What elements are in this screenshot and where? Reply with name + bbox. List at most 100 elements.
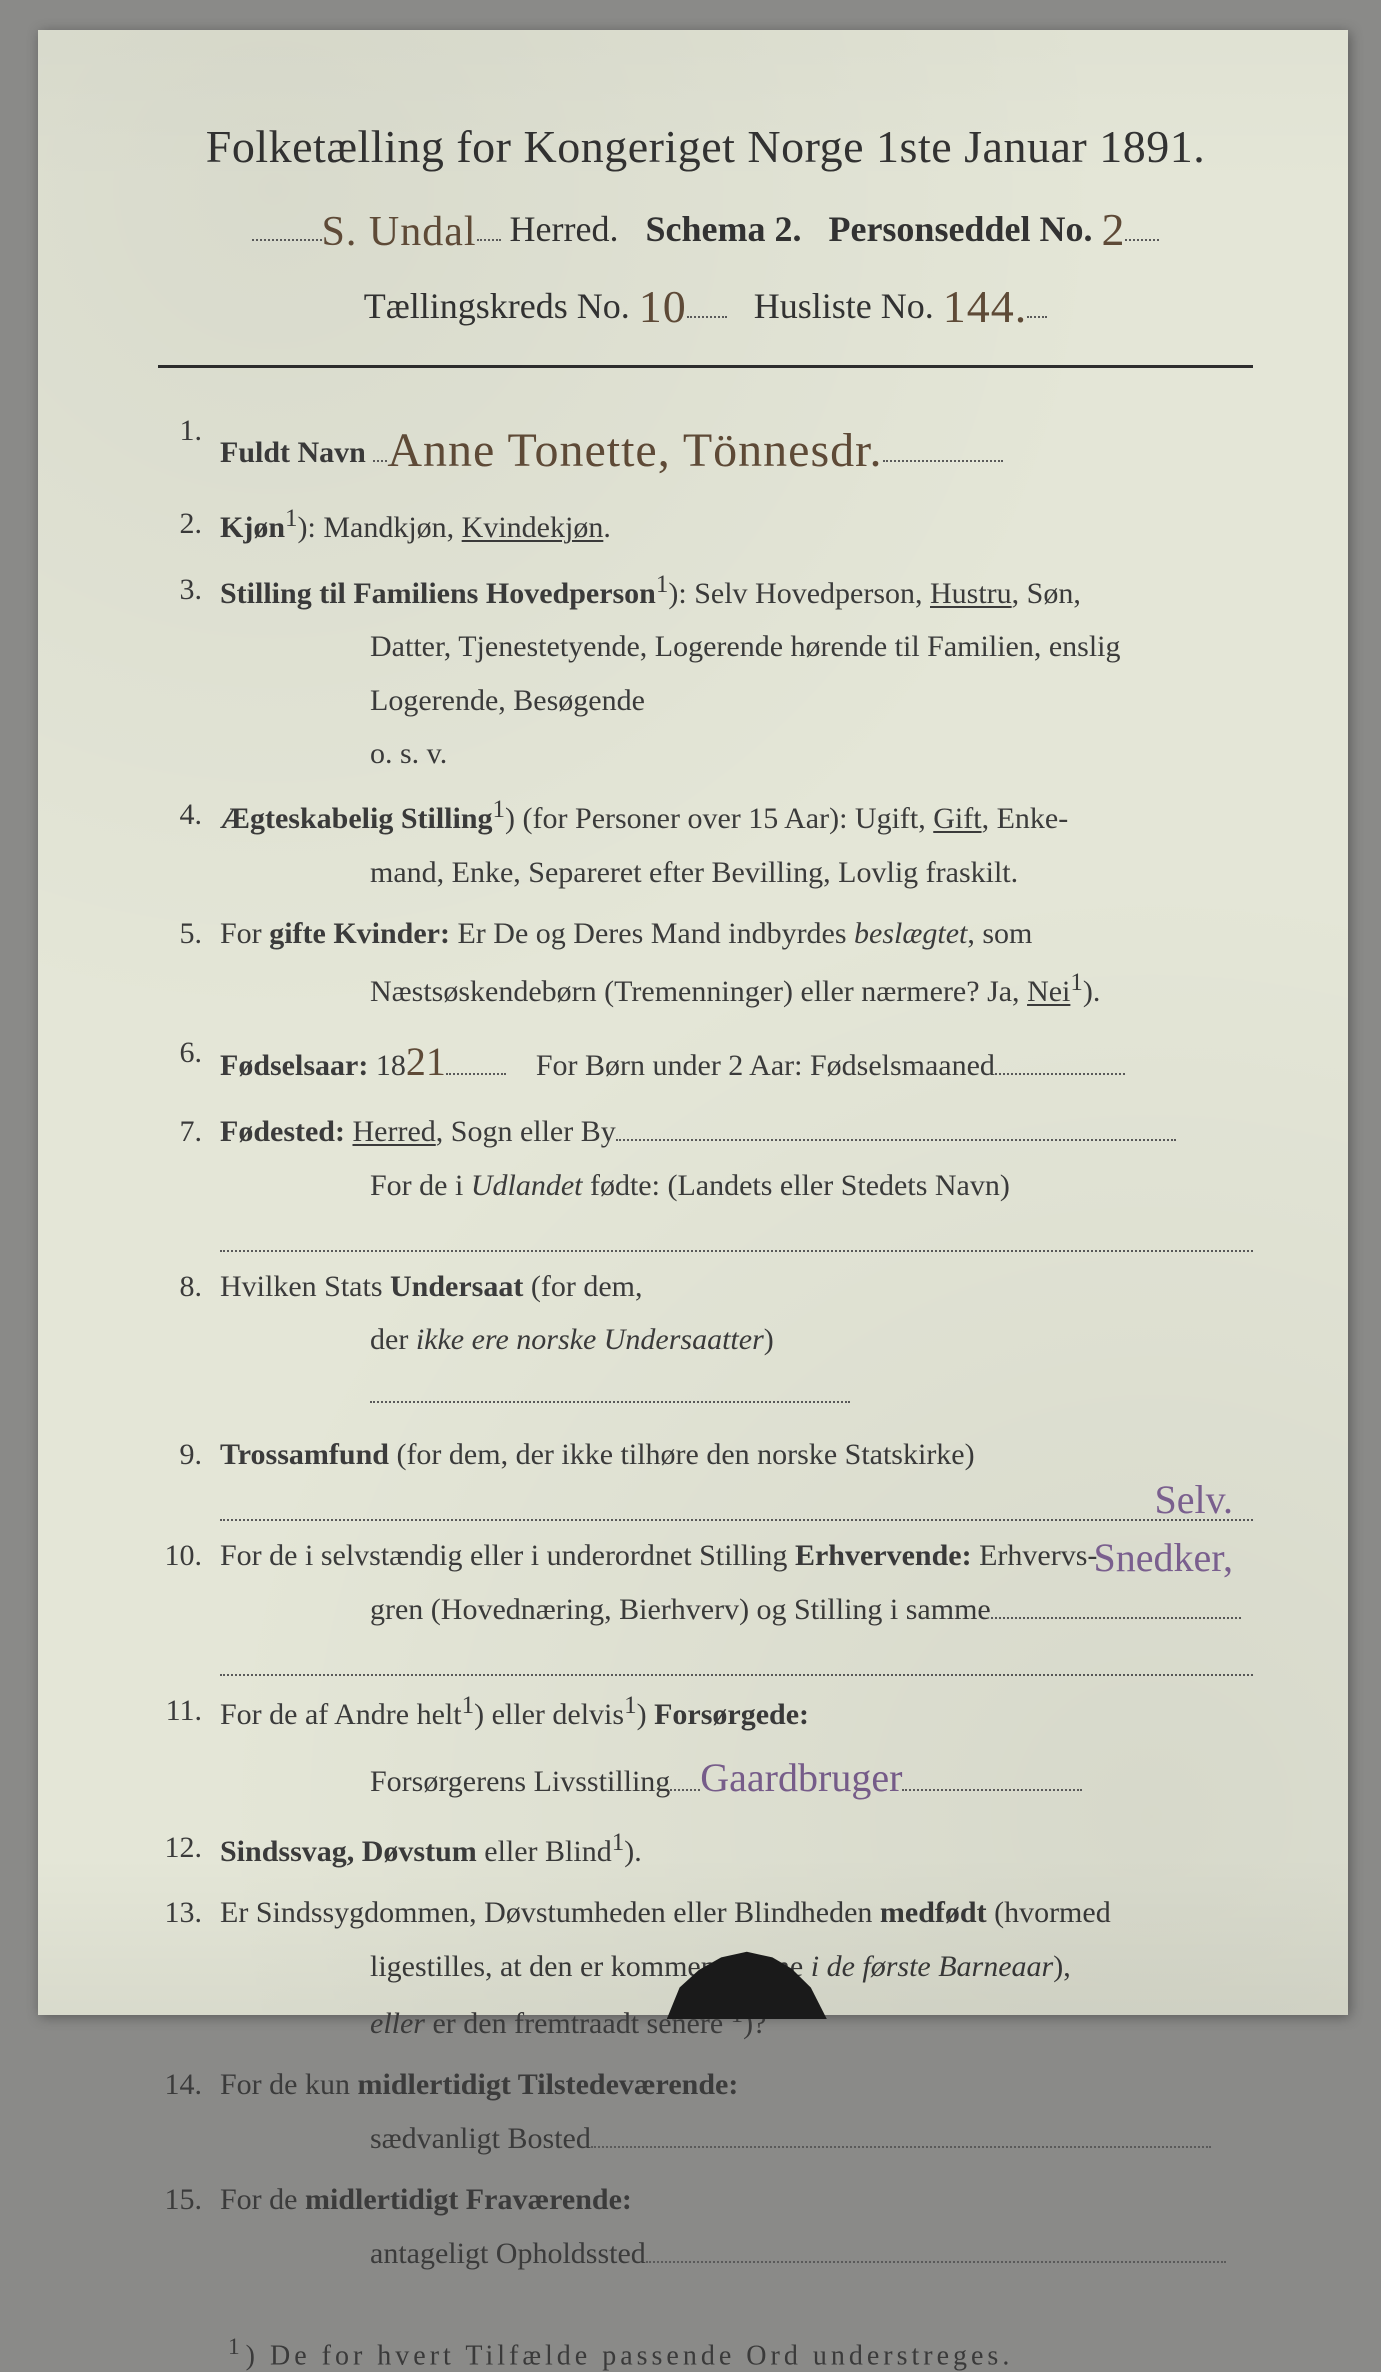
q5-sup: 1 xyxy=(1070,969,1083,996)
q13-l3a: eller xyxy=(370,2007,425,2040)
q3-l1a: ): Selv Hovedperson, xyxy=(668,577,930,610)
q4-l2: mand, Enke, Separeret efter Bevilling, L… xyxy=(220,846,1253,899)
q9-label: Trossamfund xyxy=(220,1438,389,1471)
q5-l2b: ). xyxy=(1083,975,1101,1008)
q10-l2: gren (Hovednæring, Bierhverv) og Stillin… xyxy=(370,1593,991,1626)
q7-line2: For de i Udlandet fødte: (Landets eller … xyxy=(220,1159,1253,1212)
q5-l1a: For xyxy=(220,917,269,950)
divider xyxy=(158,365,1253,368)
q15-l1a: For de xyxy=(220,2183,305,2216)
q13-l1b: medfødt xyxy=(880,1896,987,1929)
q4: 4. Ægteskabelig Stilling1) (for Personer… xyxy=(158,788,1253,899)
q11-l1a: For de af Andre helt xyxy=(220,1698,462,1731)
q15: 15. For de midlertidigt Fraværende: anta… xyxy=(158,2173,1253,2280)
footnote-sup: 1 xyxy=(228,2334,246,2360)
q13-l1c: (hvormed xyxy=(987,1896,1111,1929)
q13-num: 13. xyxy=(158,1886,220,2050)
q2-sup: 1 xyxy=(285,505,298,532)
header-line-2: S. Undal Herred. Schema 2. Personseddel … xyxy=(158,199,1253,252)
q11-l1b: ) eller delvis xyxy=(474,1698,624,1731)
q4-label: Ægteskabelig Stilling xyxy=(220,802,493,835)
q6: 6. Fødselsaar: 1821 For Børn under 2 Aar… xyxy=(158,1026,1253,1097)
q3-num: 3. xyxy=(158,563,220,781)
q10-num: 10. xyxy=(158,1529,220,1676)
q1-label: Fuldt Navn xyxy=(220,436,366,469)
q5-l1c: Er De og Deres Mand indbyrdes xyxy=(450,917,854,950)
q6-prefix: 18 xyxy=(368,1049,406,1082)
husliste-label: Husliste No. xyxy=(754,286,934,326)
tk-label: Tællingskreds No. xyxy=(364,286,630,326)
herred-handwritten: S. Undal xyxy=(322,209,477,255)
header-block: Folketælling for Kongeriget Norge 1ste J… xyxy=(158,120,1253,329)
tk-no: 10 xyxy=(639,281,687,332)
q9-num: 9. xyxy=(158,1428,220,1521)
q15-l2: antageligt Opholdssted xyxy=(370,2237,646,2270)
q15-l1b: midlertidigt Fraværende: xyxy=(305,2183,632,2216)
q11-l1d: Forsørgede: xyxy=(654,1698,809,1731)
q12-ta: eller Blind xyxy=(477,1835,612,1868)
q6-num: 6. xyxy=(158,1026,220,1097)
q8-l2b: ikke ere norske Undersaatter xyxy=(416,1323,764,1356)
q7: 7. Fødested: Herred, Sogn eller By For d… xyxy=(158,1105,1253,1252)
q11-line2: Forsørgerens LivsstillingGaardbruger xyxy=(220,1742,1253,1813)
q3-l2: Datter, Tjenestetyende, Logerende hørend… xyxy=(220,620,1253,673)
q8-l1c: (for dem, xyxy=(523,1270,642,1303)
q7-l2b: Udlandet xyxy=(471,1169,583,1202)
main-title: Folketælling for Kongeriget Norge 1ste J… xyxy=(158,120,1253,173)
q1-num: 1. xyxy=(158,404,220,489)
q14: 14. For de kun midlertidigt Tilstedevære… xyxy=(158,2058,1253,2165)
q5-l2a: Næstsøskendebørn (Tremenninger) eller næ… xyxy=(370,975,1027,1008)
q9: 9. Trossamfund (for dem, der ikke tilhør… xyxy=(158,1428,1253,1521)
schema-label: Schema 2. xyxy=(645,209,801,249)
q8-l2c: ) xyxy=(764,1323,774,1356)
q10: 10. For de i selvstændig eller i underor… xyxy=(158,1529,1253,1676)
q3-l1b: , Søn, xyxy=(1012,577,1081,610)
q6-mid: For Børn under 2 Aar: Fødselsmaaned xyxy=(536,1049,995,1082)
q7-l2c: fødte: (Landets eller Stedets Navn) xyxy=(582,1169,1009,1202)
q5: 5. For gifte Kvinder: Er De og Deres Man… xyxy=(158,907,1253,1018)
q7-l1: , Sogn eller By xyxy=(436,1115,616,1148)
q11-hand-selv: Selv. xyxy=(1154,1476,1233,1523)
q10-l1a: For de i selvstændig eller i underordnet… xyxy=(220,1539,795,1572)
q5-line2: Næstsøskendebørn (Tremenninger) eller næ… xyxy=(220,961,1253,1018)
q8-l2a: der xyxy=(370,1323,416,1356)
census-form-page: Folketælling for Kongeriget Norge 1ste J… xyxy=(38,30,1348,2015)
q11-sup2: 1 xyxy=(624,1692,637,1719)
header-line-3: Tællingskreds No. 10 Husliste No. 144. xyxy=(158,276,1253,329)
q11-l1c: ) xyxy=(637,1698,655,1731)
q8: 8. Hvilken Stats Undersaat (for dem, der… xyxy=(158,1260,1253,1420)
q5-l1d: beslægtet xyxy=(854,917,967,950)
q8-num: 8. xyxy=(158,1260,220,1420)
q2-num: 2. xyxy=(158,497,220,554)
q3-l3: Logerende, Besøgende xyxy=(220,674,1253,727)
personseddel-no: 2 xyxy=(1101,204,1125,255)
q6-label: Fødselsaar: xyxy=(220,1049,368,1082)
q3-sup: 1 xyxy=(656,571,669,598)
q10-l1b: Erhvervende: xyxy=(795,1539,972,1572)
q4-l1a: ) (for Personer over 15 Aar): Ugift, xyxy=(505,802,933,835)
husliste-no: 144. xyxy=(943,281,1028,332)
q8-l1a: Hvilken Stats xyxy=(220,1270,390,1303)
q9-text: (for dem, der ikke tilhøre den norske St… xyxy=(389,1438,975,1471)
q11-sup1: 1 xyxy=(462,1692,475,1719)
q12-sup: 1 xyxy=(612,1829,625,1856)
footnote-text: ) De for hvert Tilfælde passende Ord und… xyxy=(246,2340,1014,2371)
q11-l2: Forsørgerens Livsstilling xyxy=(370,1765,670,1798)
q2-tail: . xyxy=(603,511,611,544)
q13-l2c: ), xyxy=(1053,1950,1071,1983)
q3-label: Stilling til Familiens Hovedperson xyxy=(220,577,656,610)
q11: 11. For de af Andre helt1) eller delvis1… xyxy=(158,1684,1253,1813)
q4-option: Gift xyxy=(933,802,981,835)
q1-value: Anne Tonette, Tönnesdr. xyxy=(387,424,882,477)
q14-l2: sædvanligt Bosted xyxy=(370,2122,591,2155)
q2-option: Kvindekjøn xyxy=(462,511,604,544)
q14-num: 14. xyxy=(158,2058,220,2165)
q5-option: Nei xyxy=(1027,975,1070,1008)
q4-sup: 1 xyxy=(493,796,506,823)
q7-label: Fødested: xyxy=(220,1115,345,1148)
q2: 2. Kjøn1): Mandkjøn, Kvindekjøn. xyxy=(158,497,1253,554)
herred-label: Herred. xyxy=(510,209,619,249)
q14-l1b: midlertidigt Tilstedeværende: xyxy=(358,2068,739,2101)
q1: 1. Fuldt Navn Anne Tonette, Tönnesdr. xyxy=(158,404,1253,489)
footnote: 1) De for hvert Tilfælde passende Ord un… xyxy=(158,2334,1253,2372)
